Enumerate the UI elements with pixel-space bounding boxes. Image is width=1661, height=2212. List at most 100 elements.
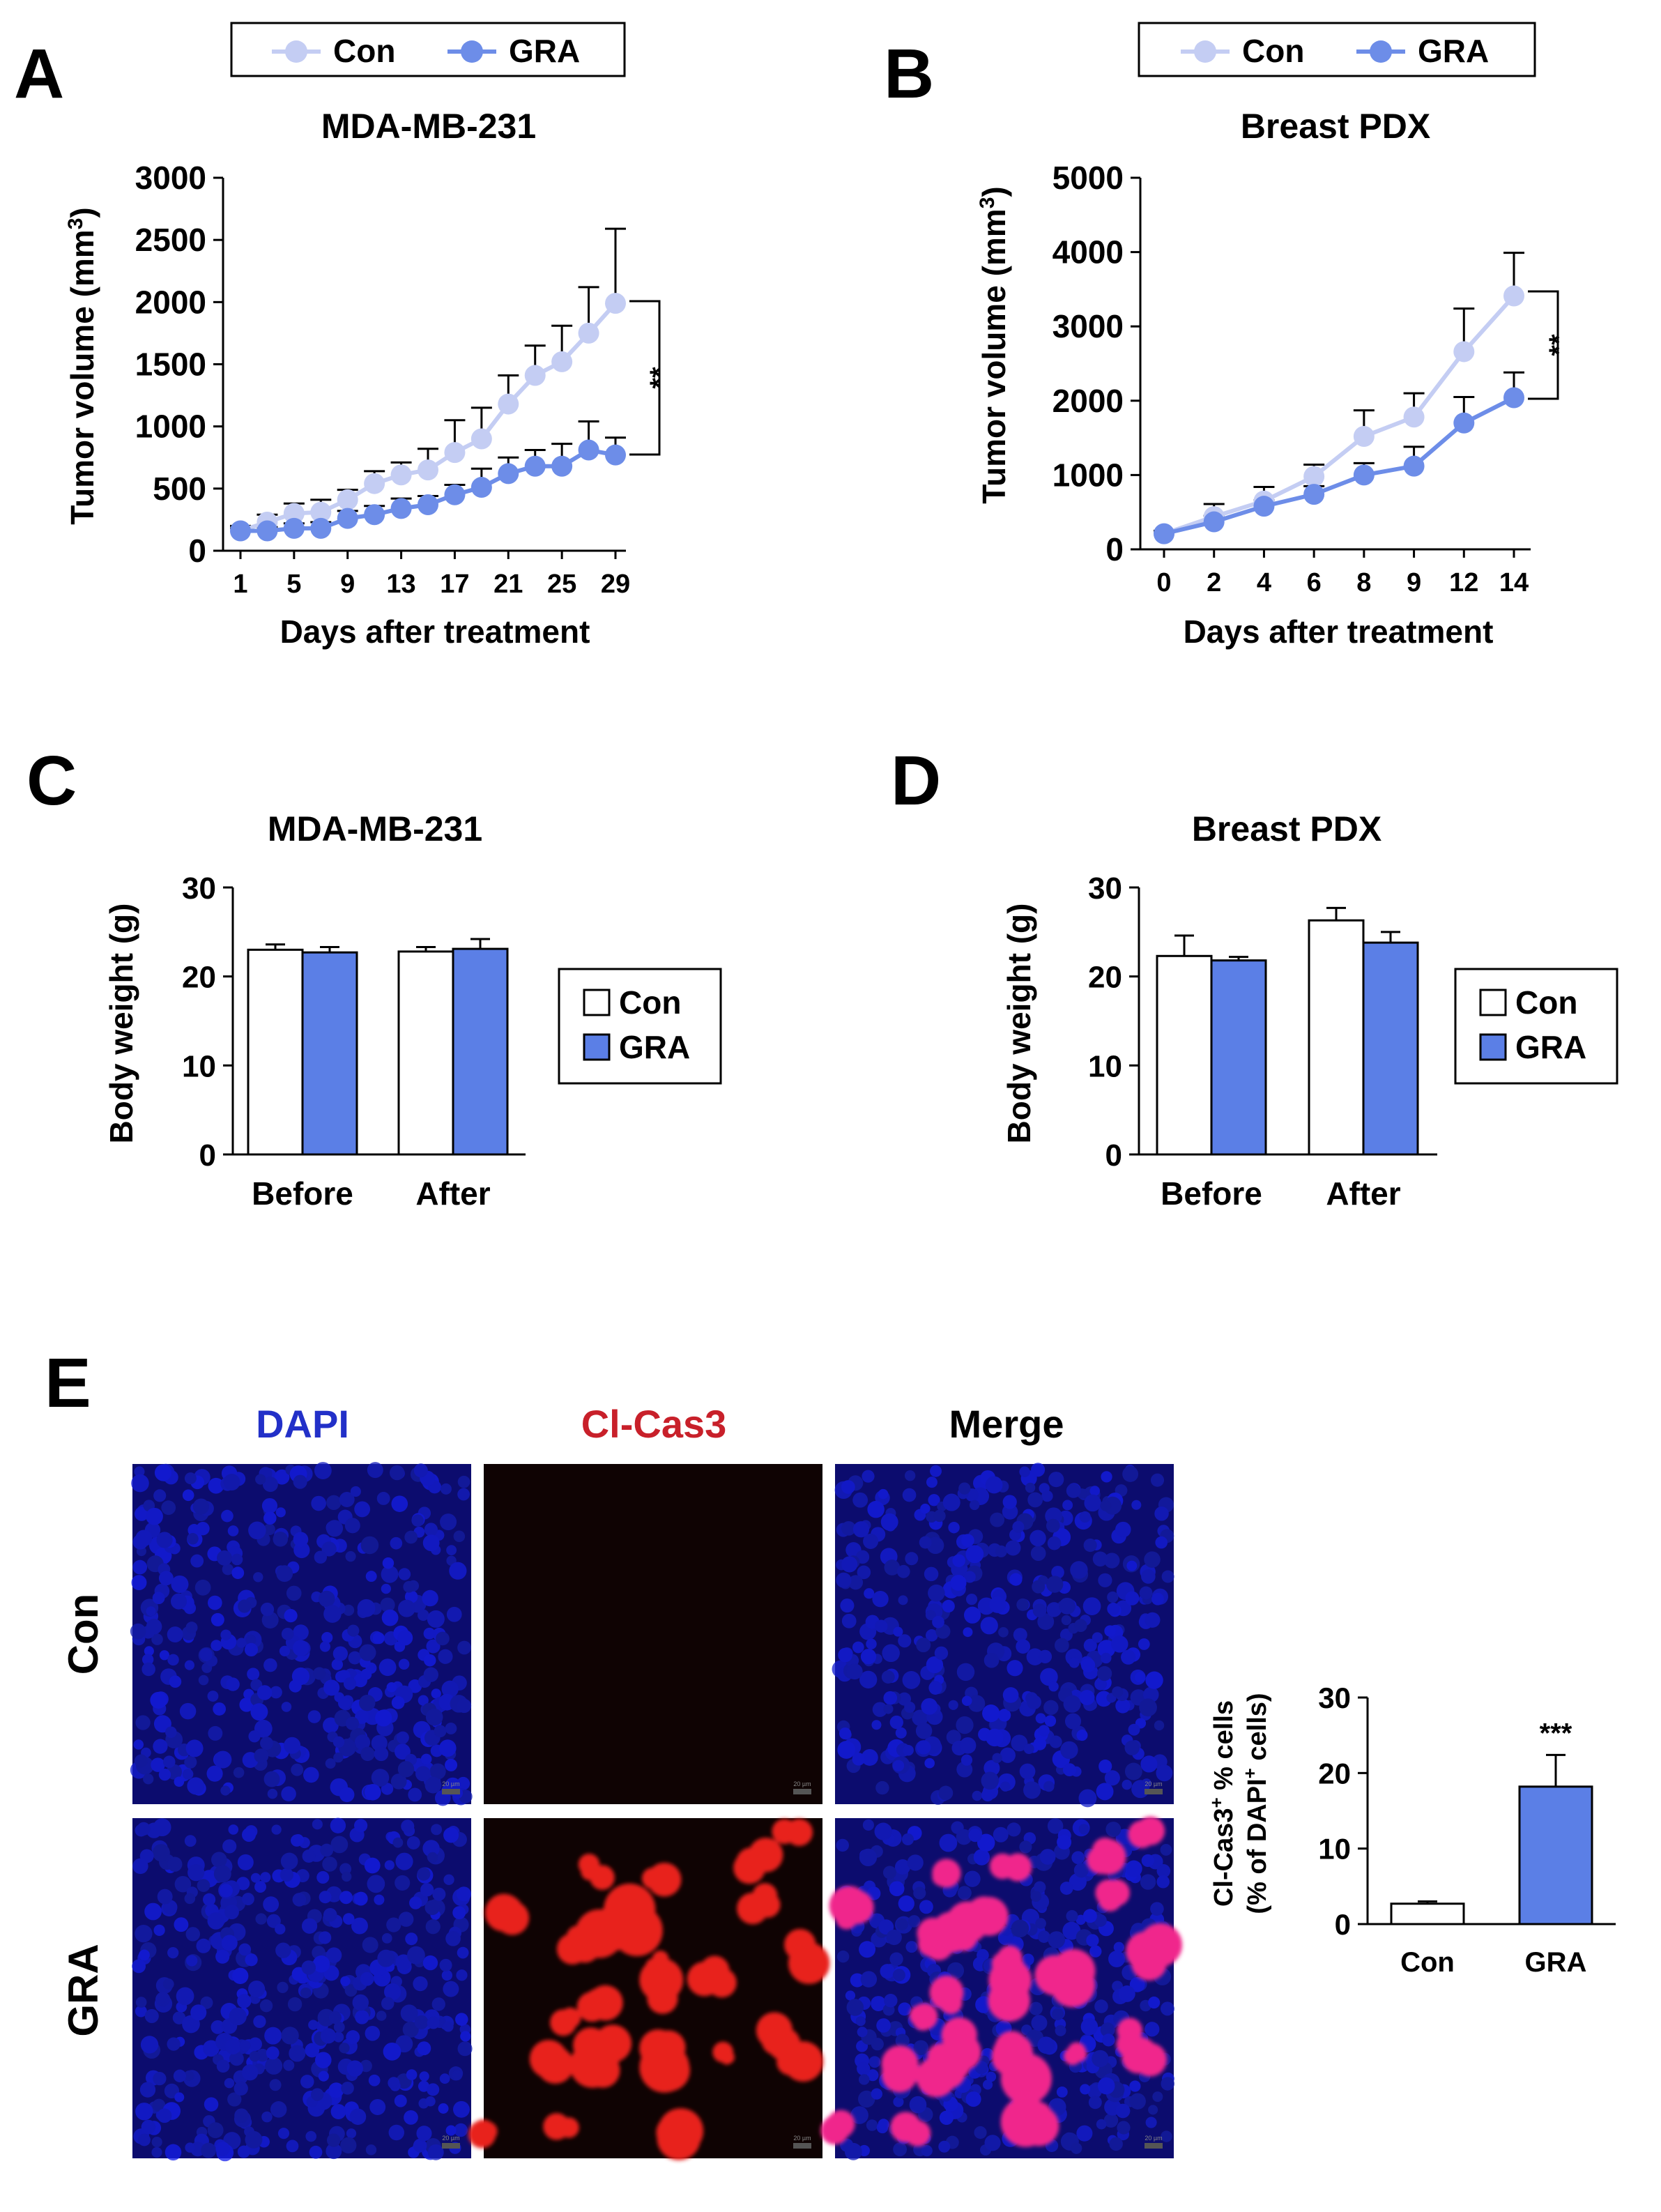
con-bar xyxy=(1308,919,1365,1156)
chart-b-title: Breast PDX xyxy=(1241,107,1430,146)
nucleus xyxy=(1066,1483,1081,1498)
nucleus xyxy=(422,1534,440,1552)
nucleus xyxy=(915,1723,933,1739)
nucleus xyxy=(242,2064,259,2081)
nucleus xyxy=(135,1997,147,2008)
nucleus xyxy=(985,1476,1003,1494)
nucleus xyxy=(185,1927,201,1942)
scale-bar xyxy=(442,1789,460,1794)
nucleus xyxy=(1031,2015,1048,2031)
nucleus xyxy=(942,1493,960,1511)
nucleus xyxy=(1154,1720,1165,1731)
nucleus xyxy=(992,1753,1002,1763)
nucleus xyxy=(381,1583,392,1594)
nucleus xyxy=(1104,1770,1120,1786)
nucleus xyxy=(884,1559,901,1576)
nucleus xyxy=(892,1969,905,1982)
nucleus xyxy=(365,2025,381,2041)
nucleus xyxy=(154,1464,172,1481)
nucleus xyxy=(330,2104,346,2119)
nucleus xyxy=(912,1709,928,1726)
nucleus xyxy=(1013,1628,1027,1642)
nucleus xyxy=(333,1752,344,1763)
nucleus xyxy=(350,1486,361,1497)
nucleus xyxy=(231,1553,243,1566)
nucleus xyxy=(153,1739,168,1754)
nucleus xyxy=(1094,1914,1107,1927)
nucleus xyxy=(132,1959,146,1974)
significance-a: ** xyxy=(645,367,675,389)
nucleus xyxy=(422,1840,440,1857)
nucleus xyxy=(431,1688,441,1699)
nucleus xyxy=(277,1981,289,1993)
nucleus xyxy=(254,1748,269,1763)
nucleus xyxy=(928,1494,940,1507)
nucleus xyxy=(151,2146,162,2158)
nucleus xyxy=(293,1532,309,1548)
nucleus xyxy=(238,1599,252,1613)
nucleus xyxy=(357,1599,376,1617)
nucleus xyxy=(896,1918,908,1931)
nucleus xyxy=(375,1709,392,1727)
nucleus xyxy=(413,1463,428,1478)
nucleus xyxy=(275,1942,291,1958)
nucleus xyxy=(986,2071,997,2082)
nucleus xyxy=(938,2140,951,2153)
nucleus xyxy=(1088,2096,1102,2110)
nucleus xyxy=(1155,1536,1168,1549)
y-tick-label: 1500 xyxy=(135,346,206,383)
nucleus xyxy=(1023,1744,1034,1755)
nucleus xyxy=(1064,1713,1082,1730)
nucleus xyxy=(242,1893,254,1906)
nucleus xyxy=(420,1883,434,1897)
nucleus xyxy=(384,1860,395,1870)
nucleus xyxy=(862,1819,874,1831)
nucleus xyxy=(172,2011,186,2024)
nucleus xyxy=(902,1488,917,1502)
nucleus xyxy=(967,1695,986,1712)
nucleus xyxy=(1002,1687,1019,1703)
nucleus xyxy=(360,1536,379,1555)
cl-cas3-signal xyxy=(468,1818,830,2160)
nucleus xyxy=(1048,1472,1064,1488)
red-spot xyxy=(939,1991,963,2015)
red-spot xyxy=(794,1947,827,1980)
nucleus xyxy=(1083,1539,1097,1553)
nucleus xyxy=(871,2088,882,2100)
legend-a-gra-label: GRA xyxy=(509,33,580,69)
nucleus xyxy=(182,1769,194,1780)
con-data-point xyxy=(1503,285,1524,307)
y-tick-label: 10 xyxy=(1318,1833,1351,1866)
nucleus xyxy=(986,1728,1004,1747)
legend-a: Con GRA xyxy=(230,22,626,77)
nucleus xyxy=(1060,1741,1078,1760)
nucleus xyxy=(440,1483,452,1495)
nucleus xyxy=(432,1887,446,1901)
nucleus xyxy=(332,1646,349,1661)
scale-bar-label: 20 µm xyxy=(1145,1780,1162,1787)
nucleus xyxy=(846,1999,864,2016)
nucleus xyxy=(1143,1686,1159,1703)
nucleus xyxy=(267,1788,278,1799)
legend-d: Con GRA xyxy=(1454,968,1618,1085)
nucleus xyxy=(376,2011,387,2021)
nucleus xyxy=(868,2056,881,2068)
nucleus xyxy=(426,1639,441,1654)
nucleus xyxy=(339,1492,355,1507)
nucleus xyxy=(875,1780,889,1795)
nucleus xyxy=(131,1575,147,1591)
nucleus xyxy=(398,1912,414,1927)
nucleus xyxy=(838,1647,852,1663)
nucleus xyxy=(207,1595,222,1610)
nucleus xyxy=(436,1631,450,1646)
nucleus xyxy=(1073,1863,1089,1878)
nucleus xyxy=(445,1758,458,1771)
nucleus xyxy=(841,1480,855,1494)
nucleus xyxy=(439,1958,452,1971)
nucleus xyxy=(858,2074,870,2085)
nucleus xyxy=(1096,2119,1107,2130)
nucleus xyxy=(153,1489,167,1502)
nucleus xyxy=(192,1498,210,1515)
nucleus xyxy=(1151,1592,1164,1605)
nucleus xyxy=(968,1828,982,1843)
